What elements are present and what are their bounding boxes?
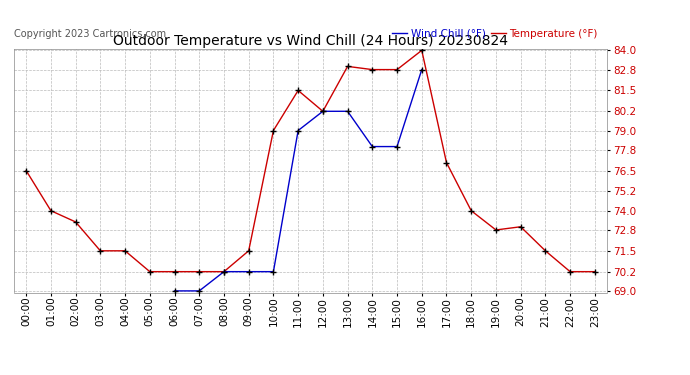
Legend: Wind Chill (°F), Temperature (°F): Wind Chill (°F), Temperature (°F) — [388, 25, 602, 43]
Text: Copyright 2023 Cartronics.com: Copyright 2023 Cartronics.com — [14, 29, 166, 39]
Title: Outdoor Temperature vs Wind Chill (24 Hours) 20230824: Outdoor Temperature vs Wind Chill (24 Ho… — [113, 34, 508, 48]
